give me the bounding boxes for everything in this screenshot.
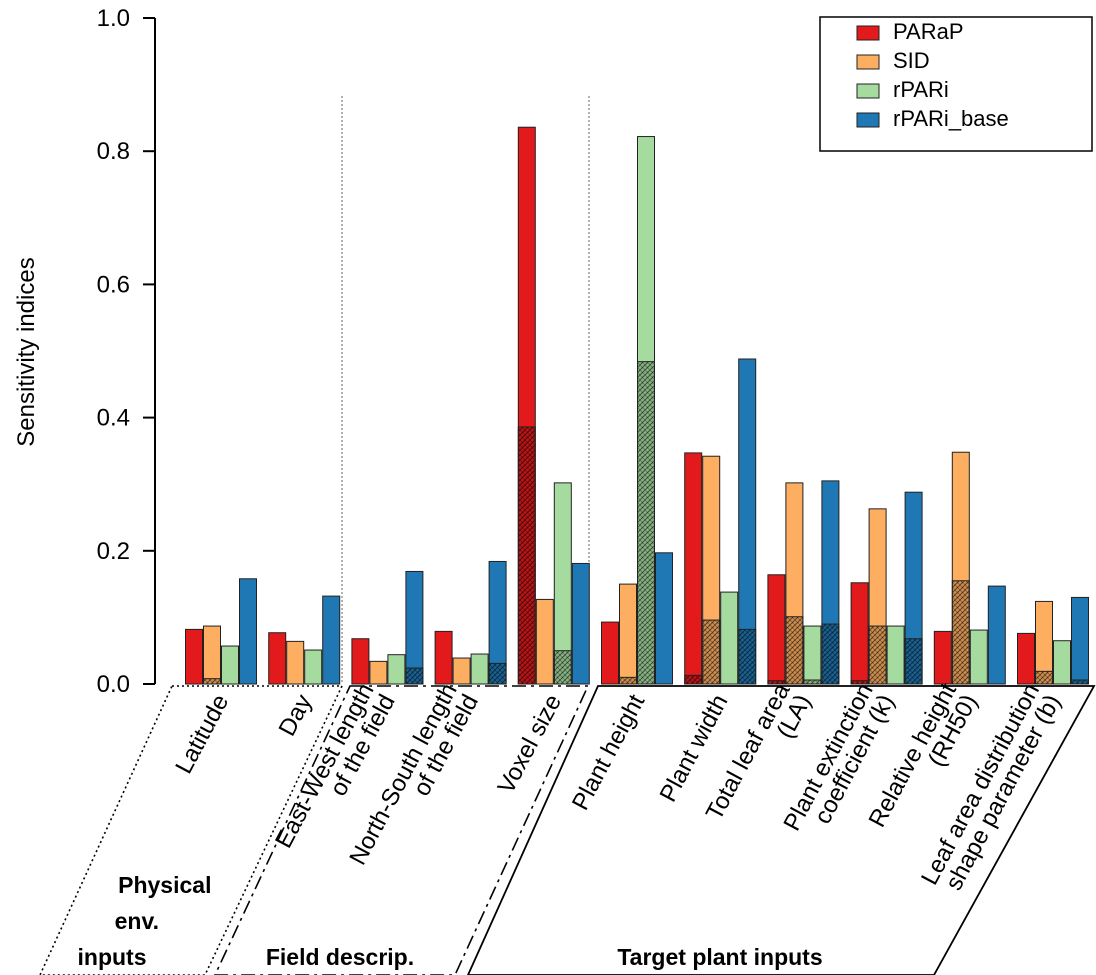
bar-parap	[850, 582, 869, 685]
group-label-field: Field descrip.	[266, 944, 414, 970]
bar-rpari	[720, 591, 739, 685]
legend-label: rPARi	[893, 77, 949, 102]
bar-hatched-portion	[803, 679, 822, 685]
y-tick-label: 0.4	[97, 405, 130, 432]
y-axis-title: Sensitivity indices	[13, 257, 40, 446]
bar-sid	[619, 583, 637, 685]
y-axis: 0.0 0.2 0.4 0.6 0.8 1.0 Sensitivity indices	[13, 5, 156, 698]
bar-rpari	[1053, 640, 1071, 685]
bar-hatched-portion	[488, 662, 507, 685]
category-label: Latitude	[170, 690, 234, 778]
y-tick-label: 0.6	[97, 271, 130, 298]
category-label: Voxel size	[493, 690, 568, 798]
bar-hatched-portion	[738, 628, 757, 685]
y-tick-label: 1.0	[97, 5, 130, 32]
category-label: Plant height	[567, 690, 651, 815]
bar-parap	[1017, 632, 1035, 685]
legend-swatch	[856, 112, 880, 128]
bar-hatched-portion	[553, 650, 572, 685]
group-box-plant	[467, 685, 1096, 975]
bar-hatched-portion	[684, 674, 703, 685]
bar-sid	[535, 598, 554, 685]
bar-rpari-base	[655, 552, 673, 685]
bar-rpari	[387, 654, 406, 685]
bar-parap	[767, 574, 786, 685]
group-box-field	[214, 685, 590, 975]
bar-hatched-portion	[1035, 670, 1053, 685]
group-label-plant: Target plant inputs	[617, 944, 822, 970]
bar-hatched-portion	[405, 667, 424, 685]
bar-parap	[684, 452, 703, 685]
bar-sid	[203, 625, 221, 685]
bar-hatched-portion	[619, 676, 637, 685]
bar-rpari-base	[322, 595, 341, 685]
bar-rpari-base	[1071, 596, 1089, 685]
legend-label: SID	[893, 48, 930, 73]
bar-rpari-base	[239, 578, 257, 685]
bar-parap	[434, 630, 453, 685]
bar-hatched-portion	[951, 580, 970, 685]
bar-hatched-portion	[785, 616, 804, 685]
legend-label: PARaP	[893, 19, 964, 44]
bar-parap	[933, 630, 952, 685]
legend-label: rPARi_base	[893, 106, 1009, 131]
legend-swatch	[856, 54, 880, 70]
legend-swatch	[856, 83, 880, 99]
bar-parap	[601, 621, 619, 685]
bar-hatched-portion	[767, 680, 786, 685]
bars-layer	[185, 126, 1089, 685]
bar-hatched-portion	[702, 619, 721, 685]
legend: PARaP SID rPARi rPARi_base	[819, 16, 1093, 152]
bar-parap	[268, 632, 287, 685]
bar-sid	[452, 657, 471, 685]
group-box-physical	[39, 685, 344, 975]
bar-rpari	[803, 625, 822, 685]
bar-rpari-base	[405, 570, 424, 685]
group-label-physical: Physical env. inputs	[78, 872, 218, 970]
bar-hatched-portion	[868, 625, 887, 685]
bar-rpari	[886, 625, 905, 685]
category-label: Day	[274, 690, 318, 740]
legend-swatch	[856, 25, 880, 41]
bar-parap	[351, 638, 370, 685]
bar-rpari-base	[571, 562, 590, 685]
bar-hatched-portion	[821, 623, 840, 685]
bar-hatched-portion	[203, 678, 221, 685]
bar-hatched-portion	[637, 361, 655, 685]
bar-hatched-portion	[904, 638, 923, 685]
bar-sid	[286, 640, 305, 685]
bar-rpari	[221, 645, 239, 685]
y-tick-label: 0.2	[97, 538, 130, 565]
bar-rpari-base	[987, 585, 1006, 685]
y-tick-label: 0.0	[97, 671, 130, 698]
y-tick-label: 0.8	[97, 138, 130, 165]
bar-rpari	[969, 629, 988, 685]
bar-parap	[185, 628, 203, 685]
bar-rpari	[304, 649, 323, 685]
bar-sid	[369, 660, 388, 685]
bar-hatched-portion	[850, 680, 869, 685]
bar-hatched-portion	[517, 426, 536, 685]
bar-hatched-portion	[1071, 679, 1089, 685]
bar-rpari	[470, 653, 489, 685]
